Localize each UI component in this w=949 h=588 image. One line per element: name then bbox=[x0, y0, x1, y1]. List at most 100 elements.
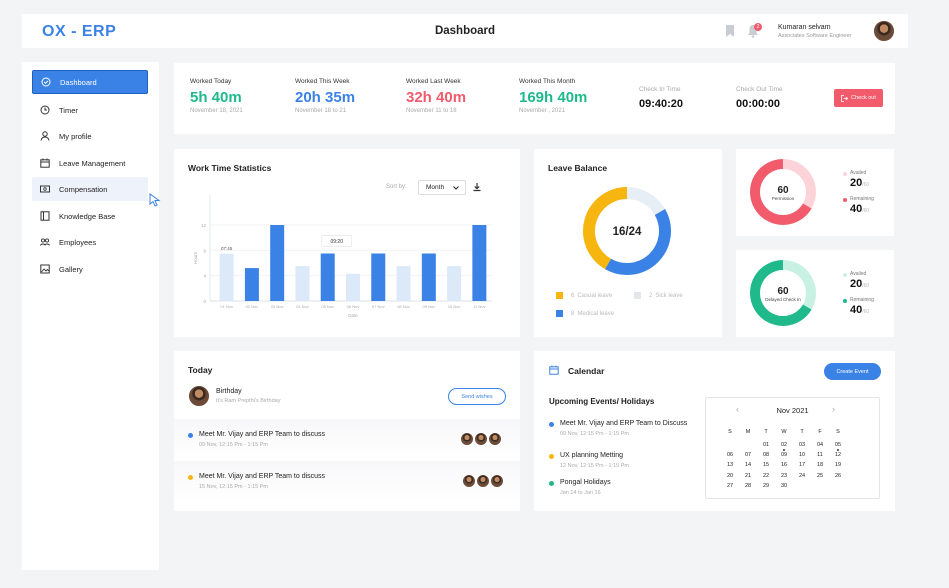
y-axis-label: Hours bbox=[193, 251, 198, 264]
calendar-day[interactable]: 02 bbox=[780, 442, 788, 448]
stat-worked-today: Worked Today 5h 40m November 18, 2021 bbox=[190, 78, 243, 114]
calendar-day[interactable]: 21 bbox=[744, 472, 752, 479]
legend-medical-leave: 8 Medical leave bbox=[556, 310, 614, 317]
sidebar-item-gallery[interactable]: Gallery bbox=[32, 257, 148, 281]
legend-label: Sick leave bbox=[655, 292, 683, 299]
ring-remaining bbox=[750, 159, 812, 225]
meeting-time: 09 Nov, 12:15 Pm - 1:15 Pm bbox=[199, 442, 268, 448]
event-title[interactable]: Meet Mr. Vijay and ERP Team to Discuss bbox=[560, 420, 688, 427]
sort-by-select[interactable]: Month bbox=[418, 180, 466, 195]
sidebar-item-compensation[interactable]: Compensation bbox=[32, 177, 148, 201]
chevron-down-icon bbox=[453, 186, 459, 190]
calendar-day[interactable]: 12 bbox=[834, 452, 842, 459]
stat-date: November , 2021 bbox=[519, 108, 566, 114]
calendar-day[interactable]: 25 bbox=[816, 472, 824, 479]
bar-10-nov bbox=[447, 266, 462, 301]
ring-remaining bbox=[750, 260, 812, 326]
availed-value: 20/60 bbox=[850, 278, 869, 290]
sidebar-item-timer[interactable]: Timer bbox=[32, 98, 148, 122]
check-out-button-label: Check out bbox=[851, 95, 876, 101]
sidebar-item-knowledge-base[interactable]: Knowledge Base bbox=[32, 204, 148, 228]
calendar-day[interactable]: 19 bbox=[834, 462, 842, 469]
y-tick-label: 8 bbox=[203, 248, 206, 253]
day-of-week: T bbox=[764, 429, 768, 435]
event-title[interactable]: UX planning Metting bbox=[560, 452, 624, 459]
stat-date: November 18 to 21 bbox=[295, 108, 347, 114]
calendar-day[interactable]: 28 bbox=[744, 482, 752, 489]
next-month-button[interactable]: › bbox=[832, 404, 835, 414]
calendar-day[interactable]: 27 bbox=[726, 482, 734, 489]
calendar-icon bbox=[40, 158, 50, 168]
meeting-item[interactable]: Meet Mr. Vijay and ERP Team to discuss 0… bbox=[174, 419, 520, 459]
bookmark-icon[interactable] bbox=[726, 25, 734, 37]
user-name: Kumaran selvam bbox=[778, 24, 831, 31]
user-role: Associates Software Engineer bbox=[778, 33, 852, 39]
calendar-day[interactable]: 29 bbox=[762, 482, 770, 489]
create-event-button[interactable]: Create Event bbox=[824, 363, 881, 380]
sidebar-item-dashboard[interactable]: Dashboard bbox=[32, 70, 148, 94]
calendar-day[interactable]: 14 bbox=[744, 462, 752, 469]
download-icon[interactable] bbox=[472, 182, 482, 192]
check-out-time: Check Out Time 00:00:00 bbox=[736, 86, 783, 110]
sidebar-item-employees[interactable]: Employees bbox=[32, 230, 148, 254]
stat-value: 5h 40m bbox=[190, 89, 242, 106]
calendar-day[interactable]: 15 bbox=[762, 462, 770, 469]
user-avatar[interactable] bbox=[873, 20, 895, 42]
sidebar-item-label: My profile bbox=[59, 131, 92, 141]
ring-availed bbox=[782, 159, 816, 209]
calendar-day[interactable]: 13 bbox=[726, 462, 734, 469]
calendar-day[interactable]: 07 bbox=[744, 452, 752, 459]
calendar-day[interactable]: 04 bbox=[816, 442, 824, 448]
x-tick-label: 08 Nov bbox=[397, 304, 410, 309]
sidebar-item-label: Timer bbox=[59, 105, 78, 115]
day-of-week: M bbox=[745, 429, 751, 435]
remaining-dot bbox=[843, 299, 847, 303]
calendar-day[interactable]: 08 bbox=[762, 452, 770, 459]
calendar-day[interactable]: 20 bbox=[726, 472, 734, 479]
delayed-check-in-card: 60 Delayed Check In Availed 20/60 Remaini… bbox=[736, 250, 894, 337]
calendar-day[interactable]: 23 bbox=[780, 472, 788, 479]
stat-worked-this-week: Worked This Week 20h 35m November 18 to … bbox=[295, 78, 355, 114]
bar-06-nov bbox=[346, 273, 360, 301]
meeting-item[interactable]: Meet Mr. Vijay and ERP Team to discuss 1… bbox=[174, 461, 520, 501]
calendar-day[interactable]: 22 bbox=[762, 472, 770, 479]
calendar-day[interactable]: 16 bbox=[780, 462, 788, 469]
calendar-day[interactable]: 26 bbox=[834, 472, 842, 479]
calendar-day[interactable]: 11 bbox=[817, 452, 823, 459]
data-label: 07:45 bbox=[221, 246, 233, 251]
app-logo[interactable]: OX - ERP bbox=[42, 23, 117, 40]
calendar-day[interactable]: 06 bbox=[726, 452, 734, 459]
check-out-button[interactable]: Check out bbox=[834, 89, 883, 107]
stat-label: Worked This Week bbox=[295, 78, 350, 85]
calendar-icon bbox=[549, 365, 559, 375]
image-icon bbox=[40, 264, 50, 274]
sidebar: Dashboard Timer My profile Leave Managem… bbox=[22, 62, 161, 570]
prev-month-button[interactable]: ‹ bbox=[736, 404, 739, 414]
work-time-chart: 0 4 8 12 01 Nov 02 Nov 03 Nov 04 Nov 05 Nov 06 No… bbox=[193, 195, 492, 318]
sidebar-item-my-profile[interactable]: My profile bbox=[32, 124, 148, 148]
stat-date: November 11 to 18 bbox=[406, 108, 457, 114]
mini-calendar: ‹ Nov 2021 › S M T W T F S 01 02 03 04 05 06 07 08 09 10… bbox=[705, 397, 880, 499]
calendar-day[interactable]: 09 bbox=[780, 452, 788, 459]
calendar-day[interactable]: 01 bbox=[762, 442, 770, 448]
y-tick-label: 4 bbox=[203, 274, 206, 279]
calendar-month: Nov 2021 bbox=[776, 406, 809, 415]
legend-count: 6 bbox=[571, 292, 575, 299]
calendar-day[interactable]: 03 bbox=[798, 442, 806, 448]
event-marker bbox=[837, 449, 839, 452]
event-time: Jan 14 to Jan 16 bbox=[560, 490, 601, 496]
calendar-day[interactable]: 10 bbox=[798, 452, 806, 459]
calendar-day[interactable]: 05 bbox=[834, 442, 842, 448]
event-time: 12 Nov, 12:15 Pm - 1:15 Pm bbox=[560, 463, 629, 469]
send-wishes-button[interactable]: Send wishes bbox=[448, 388, 506, 405]
bar-04-nov bbox=[295, 266, 310, 301]
event-title[interactable]: Pongal Holidays bbox=[560, 479, 611, 486]
clock-icon bbox=[40, 105, 50, 115]
calendar-day[interactable]: 30 bbox=[780, 482, 788, 489]
calendar-day[interactable]: 24 bbox=[798, 472, 806, 479]
calendar-day[interactable]: 17 bbox=[798, 462, 806, 469]
meeting-time: 15 Nov, 12:15 Pm - 1:15 Pm bbox=[199, 484, 268, 490]
x-tick-label: 11 Nov bbox=[473, 304, 485, 309]
sidebar-item-leave-management[interactable]: Leave Management bbox=[32, 151, 148, 175]
calendar-day[interactable]: 18 bbox=[816, 462, 824, 469]
